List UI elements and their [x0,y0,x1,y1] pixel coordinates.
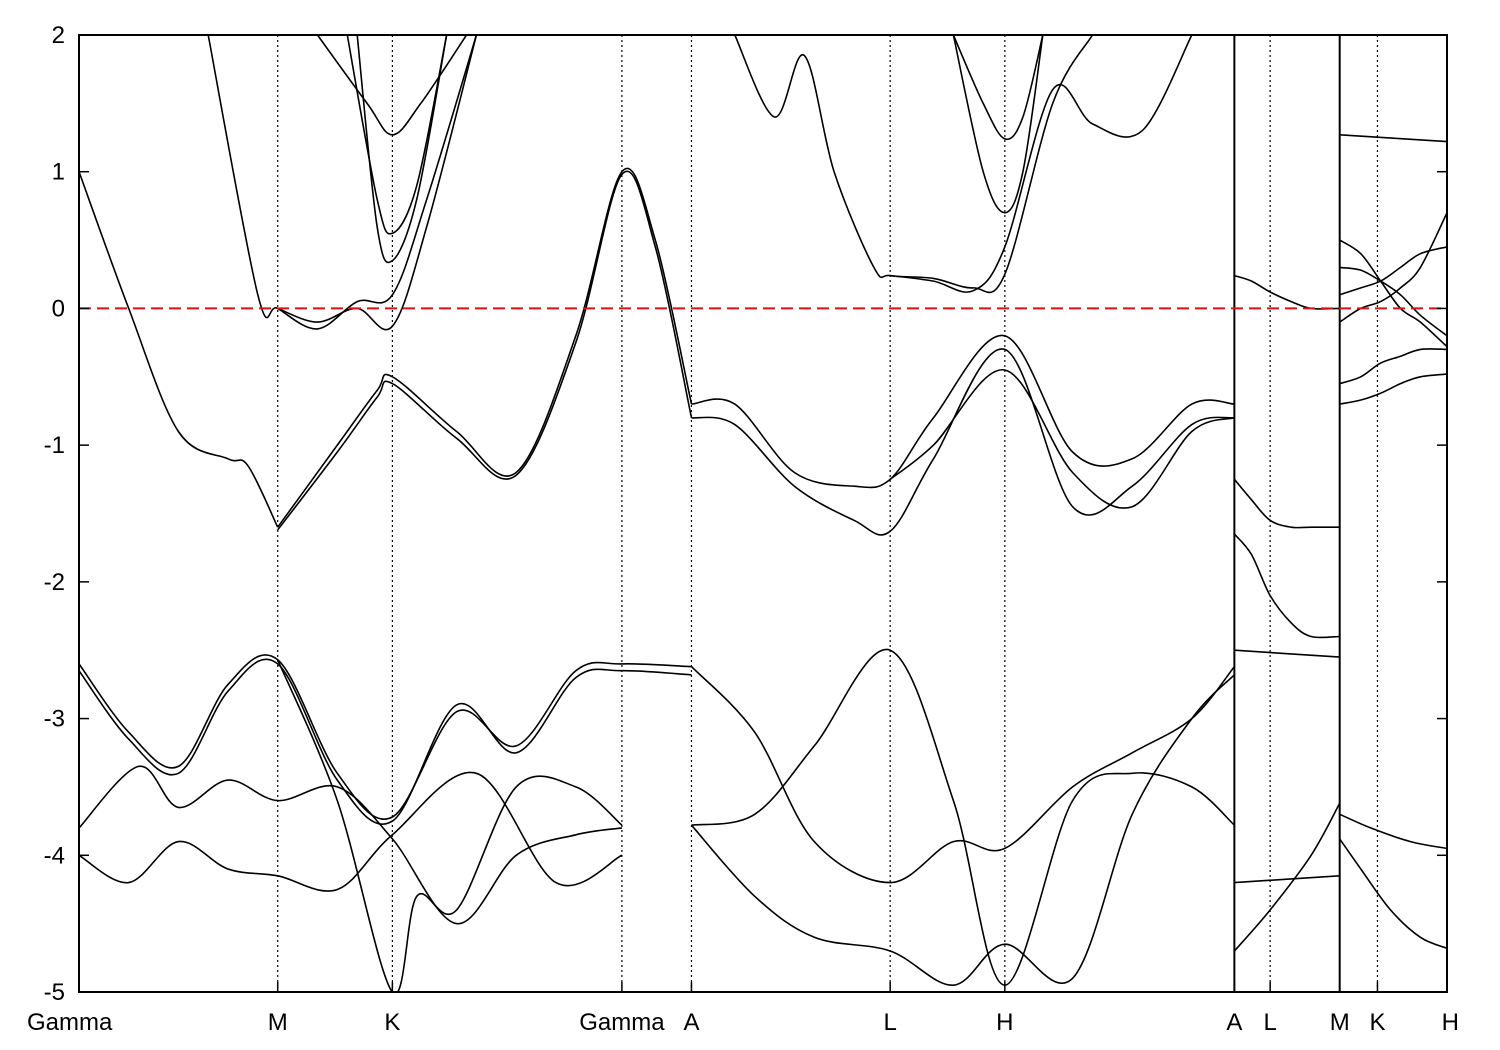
band-line-24 [1233,478,1340,529]
y-tick-label-6: -4 [44,842,65,869]
band-line-19 [276,659,623,992]
y-tick-label-1: 1 [52,159,65,186]
band-line-21 [691,648,1235,987]
band-line-3 [691,334,1235,489]
band-line-5 [889,369,1235,509]
y-tick-label-4: -2 [44,569,65,596]
y-tick-label-5: -3 [44,706,65,733]
band-line-23 [1234,274,1340,310]
k-label-3: Gamma [579,1009,665,1036]
y-axis-ticks: 2 1 0 -1 -2 -3 -4 -5 [44,22,1447,1006]
band-line-13 [952,35,1044,141]
band-line-6 [207,35,478,330]
band-line-37 [1339,838,1447,950]
band-line-8 [346,35,448,235]
band-line-27 [1234,875,1340,884]
band-line-31 [1339,266,1447,337]
k-label-10: K [1369,1009,1385,1036]
y-tick-label-0: 2 [52,22,65,49]
k-label-0: Gamma [27,1009,113,1036]
band-line-26 [1234,649,1340,658]
k-label-2: K [384,1009,400,1036]
band-line-36 [1339,813,1447,850]
k-label-4: A [683,1009,699,1036]
band-line-33 [1339,212,1447,323]
band-line-0 [79,171,279,528]
band-line-35 [1339,373,1447,405]
band-line-17 [79,765,623,925]
band-line-32 [1339,246,1447,296]
k-label-11: H [1442,1009,1459,1036]
band-line-25 [1233,533,1340,639]
band-line-28 [1233,802,1341,952]
k-label-5: L [884,1009,897,1036]
k-label-1: M [268,1009,288,1036]
x-axis-k-labels: Gamma M K Gamma A L H A L M K H [27,982,1459,1036]
band-line-22 [690,674,1235,987]
band-line-11 [734,35,1094,294]
y-tick-label-3: -1 [44,432,65,459]
band-line-18 [79,771,623,892]
band-line-16 [79,658,692,825]
band-line-2 [277,170,693,531]
k-point-lines [277,35,1379,992]
y-tick-label-2: 0 [52,295,65,322]
band-line-9 [356,35,448,264]
band-line-14 [952,35,1044,214]
band-line-15 [79,654,692,820]
band-line-7 [277,35,478,331]
band-line-10 [316,35,468,136]
band-line-12 [890,35,1193,293]
y-tick-label-7: -5 [44,979,65,1006]
plot-frame [78,34,1448,993]
k-label-8: L [1263,1009,1276,1036]
band-line-29 [1339,134,1447,143]
band-line-20 [690,666,1236,884]
k-label-6: H [996,1009,1013,1036]
band-curves [79,35,1447,992]
k-label-9: M [1330,1009,1350,1036]
band-line-1 [277,167,693,528]
band-line-34 [1339,348,1447,385]
k-label-7: A [1226,1009,1242,1036]
